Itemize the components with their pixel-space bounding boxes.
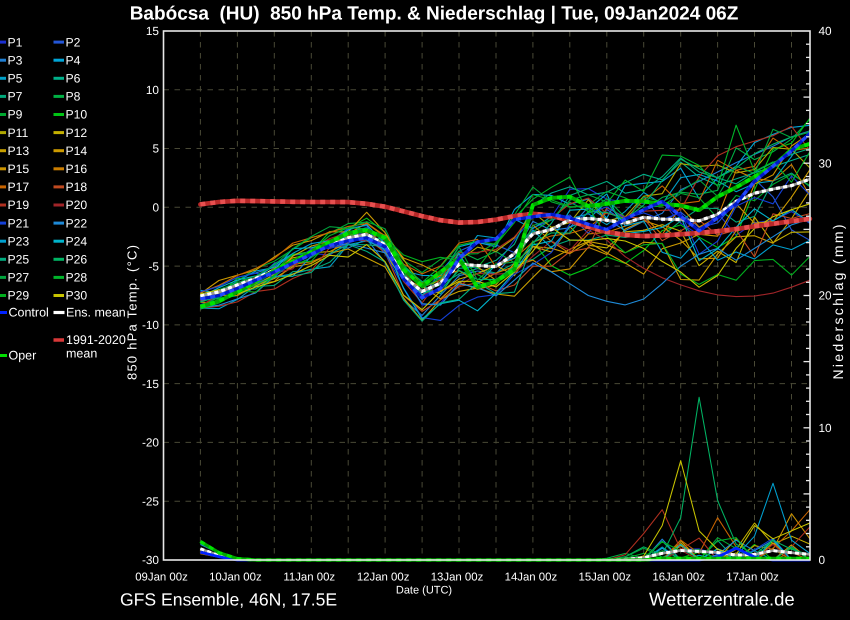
svg-text:10: 10 [819,421,833,435]
svg-text:0: 0 [152,201,159,215]
svg-text:P6: P6 [66,72,81,86]
svg-text:-10: -10 [142,318,159,332]
svg-text:mean: mean [66,347,97,361]
svg-text:-5: -5 [149,259,160,273]
svg-text:P2: P2 [66,35,81,49]
svg-text:0: 0 [819,553,826,567]
svg-text:P25: P25 [8,253,30,267]
svg-text:09Jan 00z: 09Jan 00z [135,571,188,583]
svg-text:P17: P17 [8,180,30,194]
svg-text:P3: P3 [8,53,23,67]
svg-text:P1: P1 [8,35,23,49]
svg-text:P21: P21 [8,216,30,230]
svg-text:P30: P30 [66,289,88,303]
svg-text:Babócsa (HU) 850 hPa Temp. &: Babócsa (HU) 850 hPa Temp. & Niederschla… [130,4,739,25]
svg-text:10Jan 00z: 10Jan 00z [209,571,262,583]
svg-text:-30: -30 [142,553,159,567]
svg-text:Ens. mean: Ens. mean [66,306,126,320]
svg-text:P28: P28 [66,271,88,285]
svg-text:P13: P13 [8,144,30,158]
svg-text:15: 15 [146,24,160,38]
svg-text:P19: P19 [8,198,30,212]
svg-text:20: 20 [819,289,833,303]
svg-text:-25: -25 [142,494,159,508]
svg-text:11Jan 00z: 11Jan 00z [283,571,335,583]
svg-text:40: 40 [819,24,833,38]
svg-text:P11: P11 [8,126,29,140]
svg-text:Oper: Oper [9,349,37,363]
svg-text:P23: P23 [8,234,30,248]
svg-text:P10: P10 [66,108,88,122]
svg-text:17Jan 00z: 17Jan 00z [726,571,779,583]
svg-text:P15: P15 [8,162,30,176]
svg-text:P22: P22 [66,216,88,230]
svg-text:-20: -20 [142,436,159,450]
svg-text:Wetterzentrale.de: Wetterzentrale.de [649,589,795,610]
svg-text:P8: P8 [66,90,81,104]
svg-text:P24: P24 [66,234,88,248]
svg-text:P18: P18 [66,180,88,194]
svg-text:13Jan 00z: 13Jan 00z [431,571,484,583]
svg-text:P9: P9 [8,108,23,122]
svg-text:P14: P14 [66,144,88,158]
svg-text:-15: -15 [142,377,159,391]
svg-text:12Jan 00z: 12Jan 00z [357,571,410,583]
svg-text:P20: P20 [66,198,88,212]
svg-text:Date (UTC): Date (UTC) [396,585,452,597]
svg-text:P12: P12 [66,126,88,140]
svg-text:P26: P26 [66,253,88,267]
svg-text:Control: Control [9,306,49,320]
svg-text:850 hPa Temp. (°C): 850 hPa Temp. (°C) [125,245,140,380]
svg-text:16Jan 00z: 16Jan 00z [652,571,705,583]
svg-text:GFS Ensemble, 46N, 17.5E: GFS Ensemble, 46N, 17.5E [120,590,337,610]
svg-text:P5: P5 [8,72,23,86]
svg-text:Niederschlag (mm): Niederschlag (mm) [830,225,846,380]
svg-text:P27: P27 [8,271,30,285]
svg-text:5: 5 [152,142,159,156]
svg-text:P16: P16 [66,162,88,176]
svg-text:1991-2020: 1991-2020 [66,333,126,347]
svg-text:10: 10 [146,83,160,97]
svg-text:P4: P4 [66,53,81,67]
svg-text:15Jan 00z: 15Jan 00z [578,571,631,583]
svg-text:P7: P7 [8,90,23,104]
svg-text:14Jan 00z: 14Jan 00z [505,571,558,583]
svg-text:P29: P29 [8,289,30,303]
svg-text:30: 30 [819,156,833,170]
